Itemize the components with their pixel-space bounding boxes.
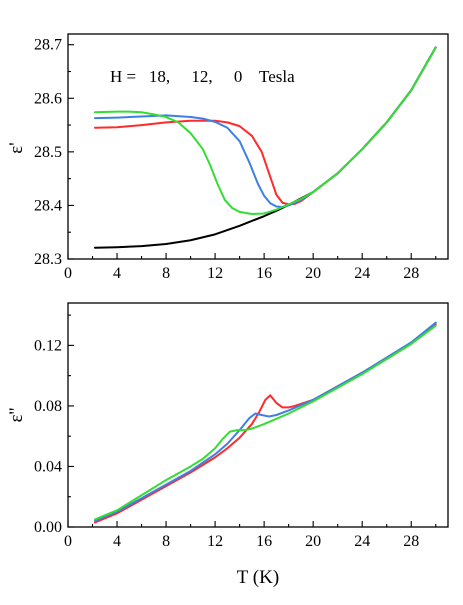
bottom-panel: 0 4 8 12 16 20 24 28 0.00 0.04 0.08 0.12 ε'' T (K) — [6, 302, 449, 588]
x-axis-title: T (K) — [237, 567, 279, 588]
top-x-tick-label: 8 — [162, 265, 170, 282]
bottom-y-axis-title: ε'' — [6, 408, 27, 423]
top-field-annotation: H = 18, 12, 0 Tesla — [110, 67, 295, 86]
top-x-tick-label: 0 — [64, 265, 72, 282]
top-x-tick-label: 4 — [113, 265, 121, 282]
bottom-x-tick-label: 20 — [305, 533, 321, 550]
top-y-tick-label: 28.7 — [34, 37, 62, 54]
top-x-tick-label: 12 — [207, 265, 223, 282]
bottom-series-line-2 — [93, 324, 437, 521]
bottom-series-line-1 — [93, 321, 437, 522]
bottom-plot-layer — [93, 321, 437, 524]
top-series-line-3 — [93, 46, 437, 215]
bottom-y-tick-label: 0.04 — [34, 458, 62, 475]
bottom-y-tick-label: 0.00 — [34, 519, 62, 536]
bottom-x-tick-label: 28 — [403, 533, 419, 550]
top-plot-layer — [93, 46, 437, 249]
bottom-y-tick-label: 0.12 — [34, 337, 62, 354]
bottom-x-tick-label: 4 — [113, 533, 121, 550]
top-ticks: 0 4 8 12 16 20 24 28 28.3 28.4 28.5 28.6 28.7 — [34, 37, 437, 282]
bottom-y-tick-label: 0.08 — [34, 398, 62, 415]
top-x-tick-label: 16 — [256, 265, 272, 282]
bottom-x-tick-label: 8 — [162, 533, 170, 550]
top-panel: 0 4 8 12 16 20 24 28 28.3 28.4 28.5 28.6 28.7 H = 18… — [6, 33, 449, 282]
bottom-x-tick-label: 16 — [256, 533, 272, 550]
top-y-axis-title: ε' — [6, 142, 27, 153]
bottom-frame — [67, 302, 449, 528]
bottom-ticks: 0 4 8 12 16 20 24 28 0.00 0.04 0.08 0.12 — [34, 314, 437, 550]
bottom-x-tick-label: 0 — [64, 533, 72, 550]
top-y-tick-label: 28.4 — [34, 197, 62, 214]
bottom-x-tick-label: 12 — [207, 533, 223, 550]
top-y-tick-label: 28.5 — [34, 144, 62, 161]
top-y-tick-label: 28.6 — [34, 90, 62, 107]
top-y-tick-label: 28.3 — [34, 251, 62, 268]
top-frame — [67, 33, 449, 260]
bottom-x-tick-label: 24 — [354, 533, 370, 550]
top-x-tick-label: 20 — [305, 265, 321, 282]
top-x-tick-label: 28 — [403, 265, 419, 282]
top-x-tick-label: 24 — [354, 265, 370, 282]
